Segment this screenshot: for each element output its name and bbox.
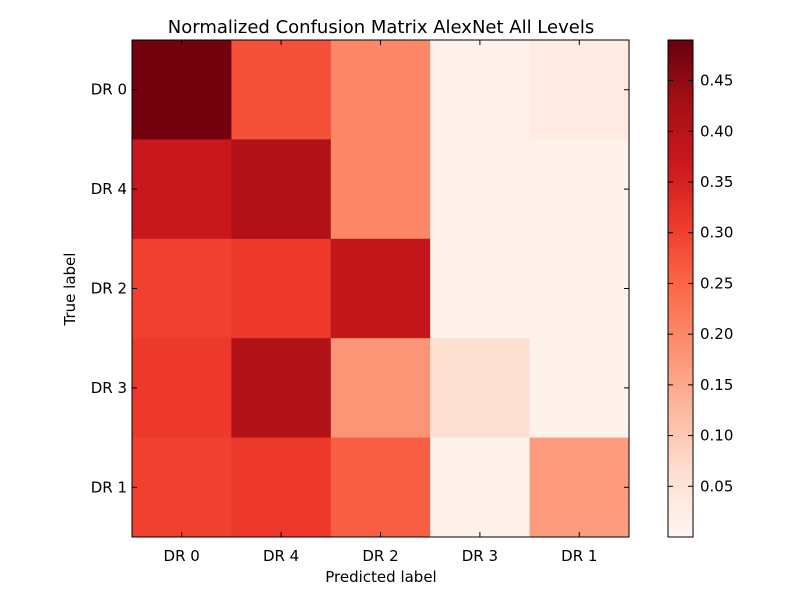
heatmap-cell — [132, 437, 232, 538]
heatmap-cell — [330, 437, 431, 538]
colorbar-tick-label: 0.30 — [700, 224, 733, 242]
x-tick-label: DR 2 — [362, 547, 398, 565]
colorbar-tick-label: 0.20 — [700, 325, 733, 343]
colorbar-tick-label: 0.10 — [700, 427, 733, 445]
heatmap-cell — [529, 139, 630, 240]
heatmap-cell — [430, 40, 531, 140]
x-axis-label: Predicted label — [325, 568, 436, 586]
heatmap-cell — [430, 238, 531, 339]
heatmap-cell — [330, 40, 431, 140]
heatmap-cells — [132, 40, 630, 538]
y-tick-label: DR 3 — [91, 379, 127, 397]
colorbar-tick-label: 0.40 — [700, 122, 733, 140]
colorbar-gradient — [668, 40, 693, 537]
colorbar-tick-label: 0.05 — [700, 477, 733, 495]
x-tick-label: DR 0 — [164, 547, 200, 565]
heatmap-cell — [132, 40, 232, 140]
heatmap-cell — [231, 437, 332, 538]
x-tick-label: DR 3 — [462, 547, 498, 565]
heatmap-cell — [529, 238, 630, 339]
colorbar-frame — [667, 39, 694, 538]
colorbar-ticks: 0.05 0.10 0.15 0.20 0.25 0.30 0.35 0.40 0.45 — [668, 72, 733, 495]
y-tick-label: DR 0 — [91, 81, 127, 99]
heatmap-cell — [132, 139, 232, 240]
heatmap-cell — [231, 338, 332, 439]
axis-ticks — [132, 40, 629, 537]
heatmap-cell — [330, 338, 431, 439]
y-tick-labels: DR 0 DR 4 DR 2 DR 3 DR 1 — [91, 81, 127, 497]
heatmap-cell — [330, 238, 431, 339]
heatmap-cell — [132, 238, 232, 339]
colorbar: 0.05 0.10 0.15 0.20 0.25 0.30 0.35 0.40 0.45 — [667, 39, 733, 538]
x-tick-label: DR 1 — [561, 547, 597, 565]
heatmap-cell — [430, 139, 531, 240]
y-tick-label: DR 1 — [91, 478, 127, 496]
heatmap-cell — [330, 139, 431, 240]
colorbar-tick-label: 0.25 — [700, 274, 733, 292]
y-axis-label: True label — [61, 253, 79, 327]
heatmap-cell — [430, 437, 531, 538]
x-tick-labels: DR 0 DR 4 DR 2 DR 3 DR 1 — [164, 547, 598, 565]
y-tick-label: DR 2 — [91, 280, 127, 298]
chart-title: Normalized Confusion Matrix AlexNet All … — [168, 17, 594, 38]
heatmap-cell — [529, 437, 630, 538]
colorbar-tick-label: 0.35 — [700, 173, 733, 191]
colorbar-tick-label: 0.45 — [700, 72, 733, 90]
heatmap-cell — [132, 338, 232, 439]
heatmap-cell — [529, 40, 630, 140]
colorbar-tick-label: 0.15 — [700, 376, 733, 394]
heatmap-cell — [430, 338, 531, 439]
heatmap-cell — [231, 139, 332, 240]
heatmap-cell — [529, 338, 630, 439]
heatmap-cell — [231, 238, 332, 339]
heatmap-cell — [231, 40, 332, 140]
y-tick-label: DR 4 — [91, 180, 127, 198]
x-tick-label: DR 4 — [263, 547, 299, 565]
